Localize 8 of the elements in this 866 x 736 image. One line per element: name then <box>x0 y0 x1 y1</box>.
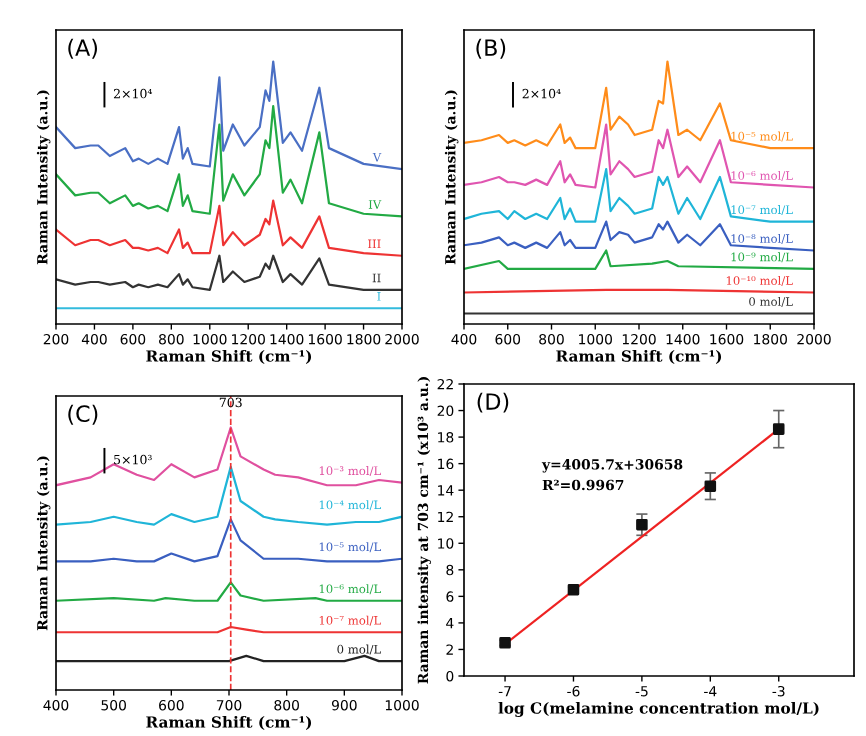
point <box>567 583 580 596</box>
chart-title: (A) <box>68 38 98 59</box>
chart-title: (C) <box>68 404 98 425</box>
chart-title: (D) <box>477 392 509 413</box>
point <box>636 518 648 531</box>
chart-title: (B) <box>476 38 506 59</box>
point <box>704 480 717 492</box>
point <box>772 423 785 435</box>
